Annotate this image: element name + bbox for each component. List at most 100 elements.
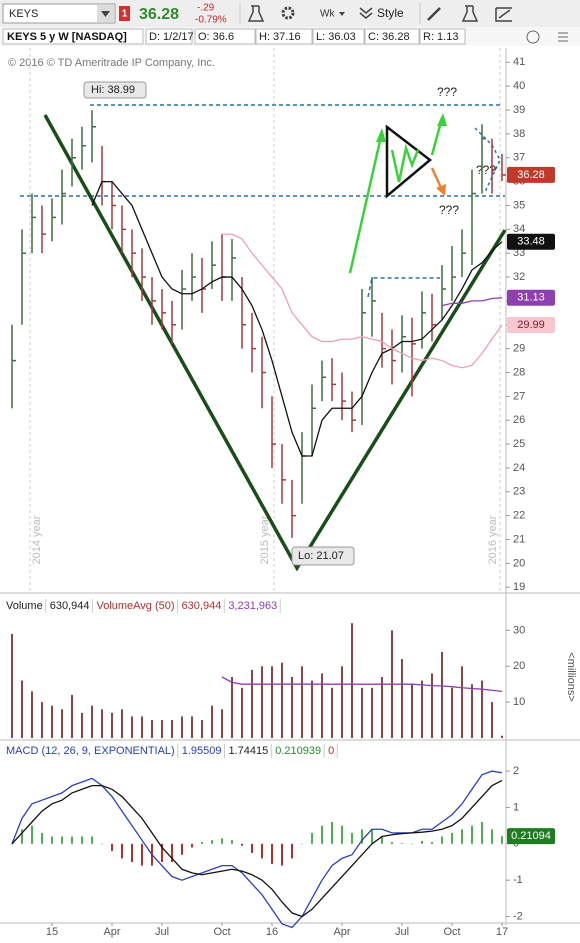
y-tick-label: 2 (513, 765, 519, 777)
symbol-box[interactable] (2, 3, 116, 24)
volume-bar (151, 720, 153, 738)
studies-icon[interactable] (247, 5, 265, 22)
histogram-bar (91, 836, 93, 844)
arrow (348, 131, 384, 274)
histogram-bar (221, 838, 223, 844)
y-tick-label: 29 (513, 343, 525, 355)
histogram-bar (371, 829, 373, 844)
header-high: H: 37.16 (259, 31, 301, 43)
histogram-bar (271, 843, 273, 864)
volume-bar (161, 720, 163, 738)
volume-bar (81, 712, 83, 738)
histogram-bar (51, 836, 53, 844)
volume-bar (381, 677, 383, 738)
header-date: D: 1/2/17 (149, 31, 194, 43)
y-tick-label: 27 (513, 390, 525, 402)
drawing-icon[interactable] (427, 7, 441, 21)
price-badge-label: 31.13 (517, 292, 545, 304)
histogram-bar (481, 822, 483, 844)
volume-bar (261, 666, 263, 738)
histogram-bar (351, 832, 353, 844)
x-tick-label: 16 (266, 926, 278, 938)
y-tick-label: 34 (513, 223, 525, 235)
histogram-bar (491, 829, 493, 844)
volume-bar (101, 709, 103, 738)
price-change-pct: -0.79% (195, 15, 227, 26)
year-label: 2016 year (487, 515, 499, 564)
price-badge (507, 828, 555, 845)
volume-bar (171, 720, 173, 738)
histogram-bar (241, 843, 243, 846)
y-tick-label: 20 (513, 660, 525, 672)
price-badge (507, 233, 555, 250)
y-tick-label: 30 (513, 624, 525, 636)
style-menu[interactable]: Style (377, 6, 404, 20)
x-tick-label: 15 (46, 926, 58, 938)
legend-entry: Volume (6, 600, 43, 612)
histogram-bar (21, 829, 23, 844)
volume-bar (491, 702, 493, 738)
last-price: 36.28 (139, 6, 179, 23)
indicator-line (11, 779, 503, 918)
hi-callout (83, 81, 147, 99)
menu-icon[interactable] (558, 32, 568, 42)
histogram-bar (161, 843, 163, 862)
drawings (20, 104, 507, 572)
indicator-line (11, 770, 503, 929)
volume-bar (321, 673, 323, 738)
legend-entry: 1.95509 (182, 745, 222, 757)
histogram-bar (331, 822, 333, 844)
lo-label: Lo: 21.07 (298, 550, 344, 562)
histogram-bar (81, 836, 83, 844)
price-badge (507, 289, 555, 306)
arrow (390, 143, 420, 183)
year-label: 2014 year (31, 515, 43, 564)
range-line (367, 277, 440, 298)
histogram-bar (311, 832, 313, 844)
histogram-bar (121, 843, 123, 859)
y-tick-label: 23 (513, 486, 525, 498)
header-box (419, 28, 466, 45)
volume-bar (231, 677, 233, 738)
settings-icon[interactable] (281, 6, 295, 20)
y-tick-label: 35 (513, 199, 525, 211)
volume-bar (181, 716, 183, 738)
histogram-bar (341, 825, 343, 844)
header-range: R: 1.13 (423, 31, 458, 43)
volume-bar (121, 709, 123, 738)
histogram-bar (31, 825, 33, 844)
style-icon (359, 7, 373, 19)
pattern-line (474, 127, 501, 193)
volume-bar (291, 677, 293, 738)
y-tick-label: 24 (513, 462, 525, 474)
period[interactable]: Wk (320, 9, 335, 20)
grid-icon[interactable] (495, 7, 512, 22)
histogram-bar (101, 843, 103, 845)
y-tick-label: 41 (513, 56, 525, 68)
x-tick-label: 17 (496, 926, 508, 938)
zoom-icon[interactable] (526, 30, 540, 44)
volume-bar (501, 735, 503, 738)
chart-title: KEYS 5 y W [NASDAQ] (7, 31, 127, 43)
y-tick-label: 20 (513, 557, 525, 569)
histogram-bar (201, 842, 203, 844)
volume-bar (341, 666, 343, 738)
x-tick-label: Oct (443, 926, 460, 938)
histogram-bar (451, 832, 453, 844)
histogram-bar (131, 843, 133, 862)
legend-entry: MACD (12, 26, 9, EXPONENTIAL) (6, 745, 175, 757)
alert-badge[interactable] (119, 6, 130, 21)
header-box (364, 28, 420, 45)
volume-bar (481, 680, 483, 738)
legend-entry: 0 (328, 745, 334, 757)
header-open: O: 36.6 (198, 31, 234, 43)
histogram-bar (261, 843, 263, 859)
y-tick-label: 1 (513, 801, 519, 813)
histogram-bar (301, 843, 303, 845)
header-close: C: 36.28 (368, 31, 410, 43)
volume-bar (251, 669, 253, 738)
volume-bar (51, 705, 53, 738)
histogram-bar (361, 829, 363, 844)
flask-icon[interactable] (461, 5, 479, 22)
price-badge (507, 166, 555, 183)
